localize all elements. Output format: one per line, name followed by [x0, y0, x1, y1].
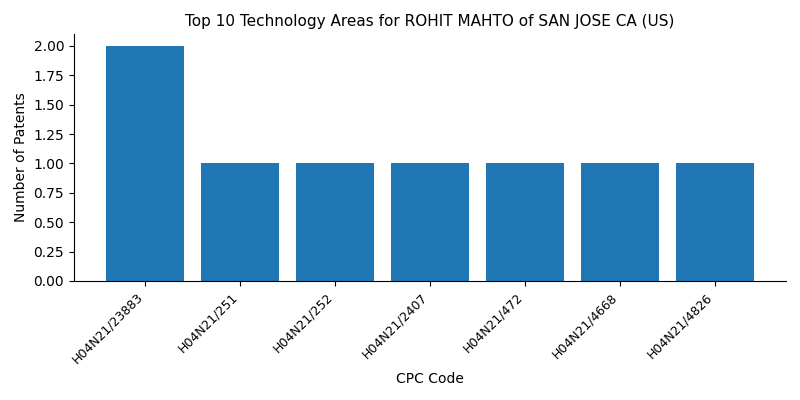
Bar	[391, 164, 469, 281]
Bar	[676, 164, 754, 281]
X-axis label: CPC Code: CPC Code	[396, 372, 464, 386]
Title: Top 10 Technology Areas for ROHIT MAHTO of SAN JOSE CA (US): Top 10 Technology Areas for ROHIT MAHTO …	[186, 14, 674, 29]
Bar	[202, 164, 279, 281]
Bar	[106, 46, 184, 281]
Y-axis label: Number of Patents: Number of Patents	[14, 93, 28, 222]
Bar	[581, 164, 659, 281]
Bar	[296, 164, 374, 281]
Bar	[486, 164, 564, 281]
